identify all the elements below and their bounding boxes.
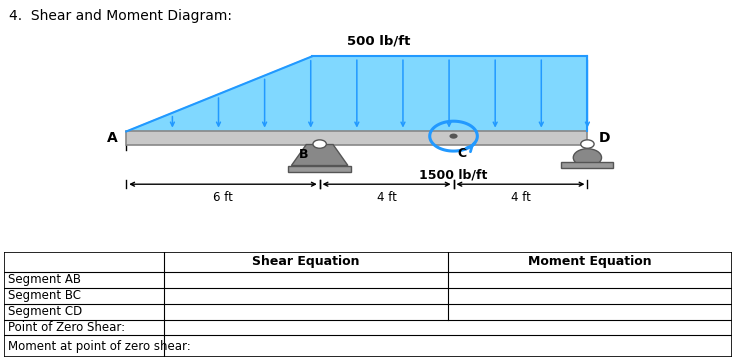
Text: Point of Zero Shear:: Point of Zero Shear: xyxy=(8,321,125,334)
FancyBboxPatch shape xyxy=(562,162,613,168)
Polygon shape xyxy=(291,145,348,166)
Circle shape xyxy=(313,140,326,148)
Text: Shear Equation: Shear Equation xyxy=(252,255,360,268)
FancyBboxPatch shape xyxy=(289,166,351,172)
Circle shape xyxy=(450,134,458,139)
Text: 4 ft: 4 ft xyxy=(511,191,531,204)
Text: D: D xyxy=(598,131,610,145)
Text: A: A xyxy=(107,131,117,145)
Text: Moment Equation: Moment Equation xyxy=(528,255,652,268)
Text: 4 ft: 4 ft xyxy=(377,191,397,204)
Text: Segment AB: Segment AB xyxy=(8,273,81,287)
Text: C: C xyxy=(457,147,467,160)
Text: Moment at point of zero shear:: Moment at point of zero shear: xyxy=(8,340,191,353)
Text: 1500 lb/ft: 1500 lb/ft xyxy=(420,169,488,182)
Text: 6 ft: 6 ft xyxy=(213,191,233,204)
Circle shape xyxy=(581,140,594,148)
Text: 500 lb/ft: 500 lb/ft xyxy=(347,35,411,48)
Text: 4.  Shear and Moment Diagram:: 4. Shear and Moment Diagram: xyxy=(9,9,232,23)
Text: Segment CD: Segment CD xyxy=(8,305,82,318)
Polygon shape xyxy=(127,56,587,131)
Text: B: B xyxy=(299,148,308,161)
Text: Segment BC: Segment BC xyxy=(8,290,81,302)
FancyBboxPatch shape xyxy=(127,131,587,145)
Ellipse shape xyxy=(573,149,601,166)
